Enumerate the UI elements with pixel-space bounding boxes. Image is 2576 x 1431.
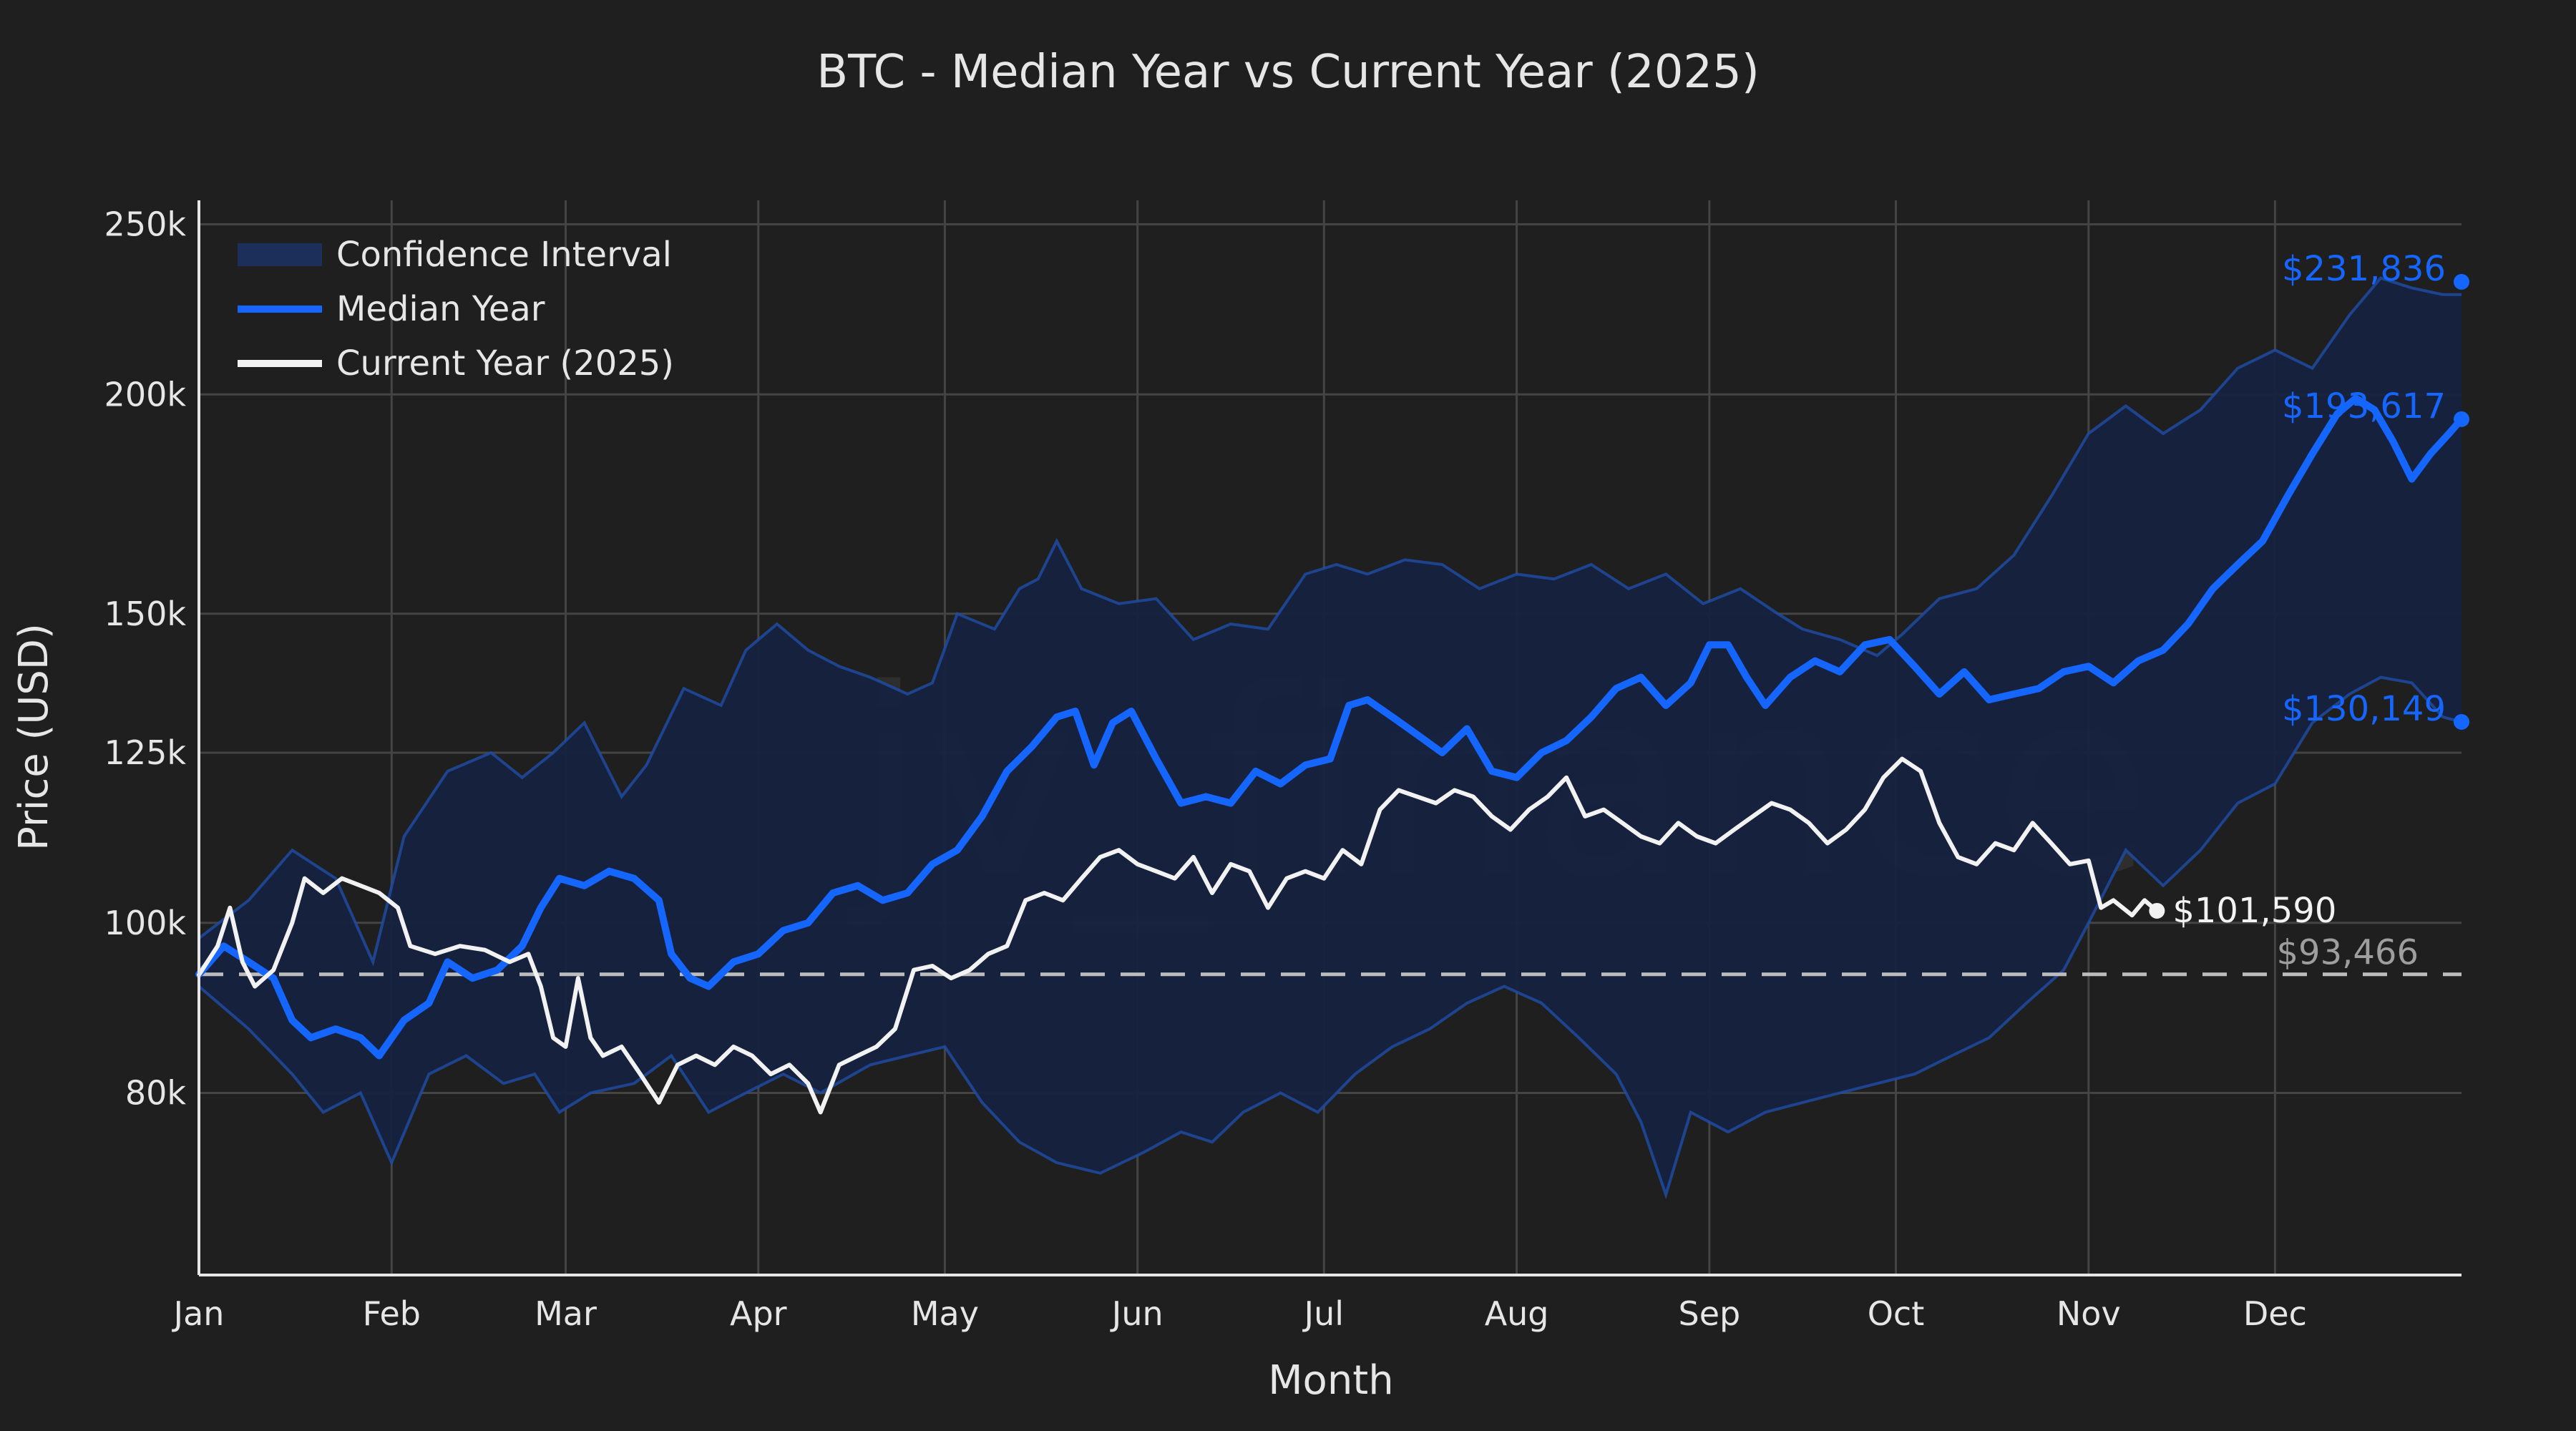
confidence-band-lower-edge: [197, 675, 2462, 1200]
x-tick-label: Dec: [2243, 1294, 2307, 1333]
x-tick-label: Nov: [2057, 1294, 2121, 1333]
end-marker: [2454, 273, 2469, 290]
y-axis-label: Price (USD): [11, 623, 57, 851]
x-tick-label: Sep: [1679, 1294, 1741, 1333]
x-tick-label: Feb: [363, 1294, 421, 1333]
end-label: $231,836: [2282, 249, 2446, 289]
legend-entry: Confidence Interval: [336, 235, 672, 275]
series-line-current-year-2025: [197, 756, 2160, 1115]
y-tick-label: 100k: [104, 904, 187, 942]
confidence-band: [199, 278, 2462, 1195]
x-tick-label: Jun: [1110, 1294, 1163, 1333]
x-tick-label: Apr: [730, 1294, 787, 1333]
x-axis-label: Month: [1268, 1357, 1394, 1404]
y-tick-label: 200k: [104, 375, 187, 414]
end-marker: [2149, 902, 2165, 919]
x-tick-label: Jan: [172, 1294, 225, 1333]
reference-line-label: $93,466: [2277, 933, 2419, 973]
end-label: $193,617: [2282, 386, 2446, 426]
end-marker: [2454, 714, 2469, 731]
end-marker: [2454, 411, 2469, 427]
x-tick-label: May: [911, 1294, 979, 1333]
chart-title: BTC - Median Year vs Current Year (2025): [816, 46, 1760, 99]
legend-entry: Median Year: [336, 289, 545, 329]
legend-swatch: [238, 243, 322, 266]
legend-entry: Current Year (2025): [336, 343, 674, 384]
x-tick-label: Jul: [1302, 1294, 1345, 1333]
axes: 80k 100k 125k 150k 200k 250k Jan Feb Mar Apr May Ju…: [104, 200, 2462, 1333]
y-tick-label: 250k: [104, 205, 187, 244]
series-line-median-year: [195, 394, 2465, 1060]
y-tick-label: 80k: [125, 1073, 187, 1112]
x-tick-label: Aug: [1485, 1294, 1549, 1333]
y-tick-label: 125k: [104, 733, 187, 772]
x-tick-label: Oct: [1868, 1294, 1925, 1333]
y-tick-label: 150k: [104, 595, 187, 633]
end-label: $101,590: [2172, 891, 2336, 931]
legend: Confidence Interval Median Year Current Ye…: [238, 235, 674, 384]
plot-area: $93,466 $231,836 $193,617 $130,149 $101,590: [195, 249, 2469, 1200]
x-tick-label: Mar: [535, 1294, 597, 1333]
confidence-band-upper-edge: [197, 276, 2462, 967]
end-label: $130,149: [2282, 689, 2446, 729]
